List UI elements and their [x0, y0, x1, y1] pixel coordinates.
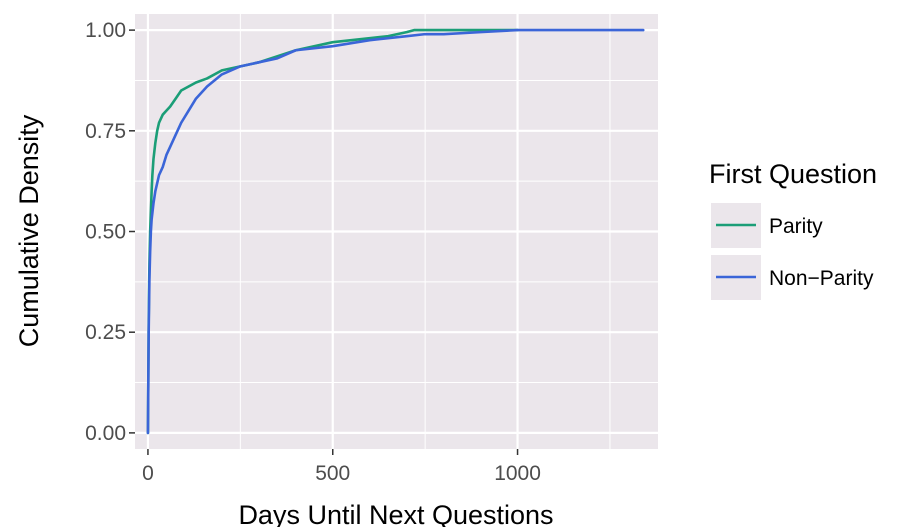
y-tick-label: 1.00 [85, 19, 126, 42]
legend-label-non-parity: Non−Parity [769, 267, 874, 290]
x-axis-title: Days Until Next Questions [238, 500, 553, 527]
x-tick-label: 0 [142, 462, 154, 485]
y-tick-label: 0.50 [85, 221, 126, 244]
y-axis-title: Cumulative Density [14, 114, 44, 347]
series-line-parity [146, 28, 519, 435]
y-tick-label: 0.75 [85, 120, 126, 143]
grid [135, 14, 658, 449]
legend: First Question Parity Non−Parity [709, 159, 877, 300]
y-tick-label: 0.25 [85, 321, 126, 344]
axis-ticks: 0 500 1000 0.00 0.25 0.50 0.75 1.00 [85, 19, 541, 485]
y-tick-label: 0.00 [85, 422, 126, 445]
legend-title: First Question [709, 159, 877, 189]
series-line-non-parity [146, 28, 645, 435]
series-lines [146, 28, 645, 435]
x-tick-label: 1000 [494, 462, 541, 485]
x-tick-label: 500 [315, 462, 350, 485]
legend-label-parity: Parity [769, 215, 823, 238]
